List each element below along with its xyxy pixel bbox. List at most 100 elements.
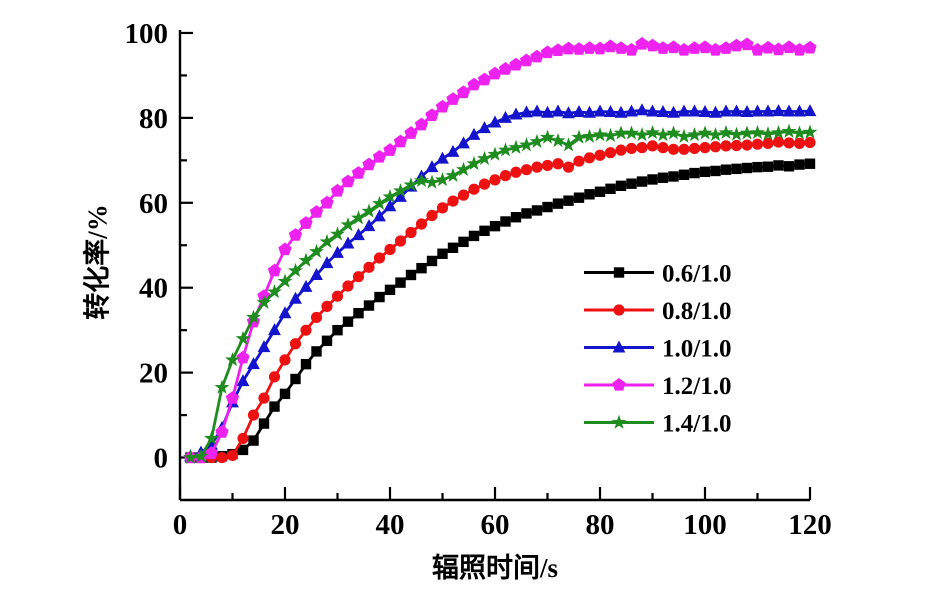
- series-0-6-1-0-marker-square: [416, 262, 427, 274]
- series-1-2-1-0-marker-pentagon: [519, 53, 534, 67]
- series-1-0-1-0-marker-triangle-up: [730, 104, 743, 117]
- series-1-2-1-0-marker-pentagon: [215, 425, 229, 438]
- series-0-8-1-0-marker-circle: [657, 142, 669, 154]
- series-1-4-1-0-marker-star: [351, 210, 366, 225]
- series-1-4-1-0-marker-star: [466, 155, 482, 171]
- series-1-2-1-0-marker-pentagon: [225, 391, 240, 404]
- series-1-4-1-0-marker-star: [298, 252, 314, 267]
- series-1-0-1-0-marker-triangle-up: [593, 104, 607, 117]
- series-0-6-1-0-marker-square: [237, 444, 249, 456]
- series-0-6-1-0-marker-square: [342, 316, 354, 327]
- series-1-4-1-0-marker-star: [718, 124, 734, 140]
- series-0-8-1-0-marker-circle: [478, 178, 491, 190]
- series-0-8-1-0-marker-circle: [646, 140, 659, 152]
- series-1-2-1-0-marker-pentagon: [362, 157, 376, 171]
- series-1-4-1-0-marker-star: [792, 125, 807, 140]
- series-0-6-1-0-marker-square: [752, 161, 763, 173]
- series-1-2-1-0-marker-pentagon: [771, 42, 786, 56]
- series-0-6-1-0-marker-square: [269, 401, 280, 412]
- series-0-6-1-0-marker-square: [426, 255, 438, 267]
- series-1-0-1-0-marker-triangle-up: [688, 104, 701, 117]
- series-1-4-1-0-marker-star: [340, 217, 356, 232]
- series-1-0-1-0-marker-triangle-up: [793, 104, 806, 117]
- series-0-8-1-0: [184, 136, 816, 464]
- series-1-2-1-0-marker-pentagon: [687, 41, 702, 54]
- series-0-8-1-0-marker-circle: [258, 392, 270, 404]
- series-0-8-1-0-marker-circle: [436, 202, 449, 214]
- series-1-2-1-0-marker-pentagon: [656, 41, 670, 54]
- series-0-6-1-0-marker-square: [363, 300, 375, 311]
- legend-label: 1.0/1.0: [662, 336, 731, 363]
- series-0-6-1-0-marker-square: [657, 172, 669, 183]
- series-0-6-1-0-marker-square: [311, 346, 322, 357]
- series-0-6-1-0-marker-square: [384, 284, 396, 296]
- series-1-2-1-0-marker-pentagon: [341, 174, 355, 188]
- legend-item-1-2-1-0: 1.2/1.0: [584, 373, 731, 400]
- series-0-6-1-0-marker-square: [332, 324, 343, 336]
- series-1-0-1-0-marker-triangle-up: [394, 189, 407, 202]
- series-0-8-1-0-marker-circle: [352, 271, 365, 283]
- series-1-2-1-0-marker-pentagon: [698, 40, 712, 54]
- series-1-4-1-0-marker-star: [487, 146, 503, 161]
- series-1-4-1-0-marker-star: [697, 125, 713, 140]
- series-1-2-1-0-marker-pentagon: [750, 42, 765, 56]
- series-0-6-1-0-marker-square: [321, 335, 333, 346]
- series-1-0-1-0-marker-triangle-up: [719, 104, 733, 117]
- series-1-2-1-0-marker-pentagon: [677, 42, 691, 56]
- series-1-2-1-0-marker-pentagon: [393, 134, 408, 148]
- series-0-6-1-0-marker-square: [689, 167, 700, 179]
- series-1-2-1-0-marker-pentagon: [477, 72, 492, 86]
- series-0-8-1-0-marker-circle: [373, 252, 386, 264]
- series-0-6-1-0-marker-square: [563, 195, 574, 206]
- series-1-0-1-0-marker-triangle-up: [278, 306, 292, 319]
- x-axis-title: 辐照时间/s: [432, 553, 558, 583]
- series-1-2-1-0-marker-pentagon: [299, 216, 313, 229]
- series-1-0-1-0-marker-triangle-up: [646, 104, 659, 117]
- series-1-2-1-0-marker-pentagon: [488, 66, 502, 80]
- series-1-0-1-0-marker-triangle-up: [709, 105, 722, 118]
- series-1-0-1-0-marker-triangle-up: [341, 236, 355, 249]
- series-1-4-1-0-marker-star: [372, 195, 387, 210]
- series-0-6-1-0-marker-square: [699, 166, 711, 178]
- series-1-4-1-0-marker-star: [802, 124, 818, 139]
- series-0-8-1-0-marker-circle: [751, 138, 764, 150]
- series-1-0-1-0-marker-triangle-up: [772, 104, 785, 117]
- series-0-8-1-0-marker-circle: [310, 311, 323, 324]
- series-1-4-1-0-marker-star: [624, 125, 639, 140]
- series-1-4-1-0-marker-star: [214, 379, 230, 394]
- series-0-8-1-0-marker-circle: [457, 189, 470, 201]
- series-1-2-1-0-marker-pentagon: [782, 40, 796, 54]
- series-0-8-1-0-marker-circle: [468, 183, 480, 195]
- series-1-2-1-0-marker-pentagon: [351, 166, 366, 179]
- series-0-6-1-0-marker-square: [594, 186, 606, 197]
- series-1-4-1-0-marker-star: [739, 125, 755, 140]
- series-0-8-1-0-marker-circle: [489, 174, 501, 186]
- series-0-8-1-0-marker-circle: [636, 142, 648, 154]
- series-1-0-1-0-marker-triangle-up: [635, 103, 649, 116]
- series-0-6-1-0-marker-square: [248, 435, 259, 446]
- series-0-8-1-0-marker-circle: [783, 137, 795, 149]
- series-1-4-1-0-marker-star: [603, 127, 618, 143]
- series-0-8-1-0-marker-circle: [531, 161, 543, 173]
- series-1-4-1-0-marker-star: [781, 123, 797, 138]
- series-0-6-1-0-marker-square: [374, 291, 385, 303]
- legend-marker-square: [613, 267, 625, 278]
- series-1-4-1-0-marker-star: [666, 125, 681, 140]
- legend-marker-pentagon: [612, 378, 626, 391]
- series-0-6-1-0-marker-square: [626, 178, 637, 189]
- series-1-2-1-0-marker-pentagon: [593, 41, 607, 55]
- series-1-0-1-0-marker-triangle-up: [352, 228, 365, 241]
- series-1-2-1-0-marker-pentagon: [635, 37, 649, 50]
- series-0-8-1-0-marker-circle: [793, 137, 806, 149]
- series-1-0-1-0-marker-triangle-up: [425, 160, 439, 173]
- legend-label: 1.2/1.0: [662, 373, 731, 400]
- series-1-0-1-0-marker-triangle-up: [499, 110, 512, 123]
- x-tick-label: 0: [173, 509, 188, 541]
- series-0-6-1-0-marker-square: [279, 388, 291, 400]
- series-1-4-1-0-marker-star: [403, 177, 419, 192]
- series-0-6-1-0-marker-square: [405, 269, 417, 281]
- series-0-8-1-0-marker-circle: [216, 451, 228, 464]
- series-1-4-1-0-marker-star: [550, 133, 566, 148]
- series-1-4-1-0-marker-star: [592, 127, 608, 142]
- series-0-8-1-0-marker-circle: [583, 152, 596, 164]
